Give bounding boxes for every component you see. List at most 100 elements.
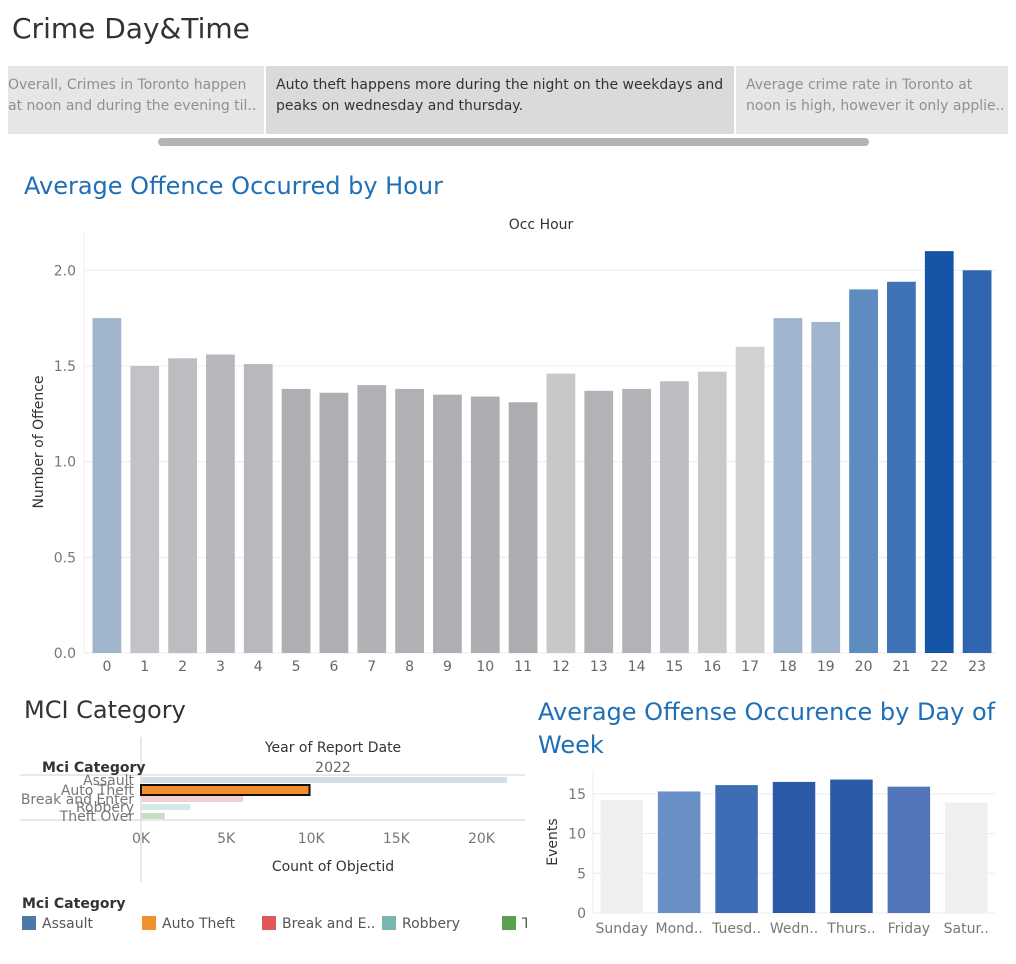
hour-bar-5 [281, 388, 311, 653]
dow-bar-thurs [830, 779, 873, 913]
mci-bar-auto-theft [140, 784, 311, 796]
mci-category-label: Assault [83, 773, 135, 789]
dow-chart-title-line-2: Week [538, 731, 604, 759]
story-point-2-line-2: peaks on wednesday and thursday. [276, 98, 524, 114]
hour-x-tick-label: 16 [703, 659, 721, 675]
story-point-2-line-1: Auto theft happens more during the night… [276, 77, 724, 93]
dow-x-tick-label: Tuesd.. [711, 921, 761, 937]
hour-bar-2 [168, 358, 197, 653]
dow-bar-tuesd [715, 785, 758, 913]
dow-bar-mond [657, 791, 701, 913]
hour-x-tick-label: 5 [292, 659, 301, 675]
dow-x-tick-label: Sunday [596, 921, 648, 937]
story-point-1-line-1: Overall, Crimes in Toronto happen [8, 77, 247, 93]
mci-column-value: 2022 [315, 760, 351, 776]
mci-legend: Mci Category Assault Auto Theft Break an… [22, 896, 527, 936]
hour-chart-y-axis-title: Number of Offence [31, 375, 47, 508]
dow-x-tick-label: Mond.. [655, 921, 702, 937]
hour-bar-4 [243, 364, 273, 653]
hour-x-tick-label: 4 [254, 659, 263, 675]
hour-bar-22 [924, 251, 954, 654]
mci-bar-robbery [141, 804, 191, 810]
legend-label-assault: Assault [42, 916, 93, 932]
story-point-2[interactable]: Auto theft happens more during the night… [266, 66, 734, 134]
hour-chart-title: Average Offence Occurred by Hour [24, 172, 443, 200]
dow-x-tick-label: Wedn.. [770, 921, 818, 937]
hour-chart-y-tick-label: 1.5 [54, 359, 76, 375]
mci-category-label: Theft Over [59, 809, 135, 825]
legend-title: Mci Category [22, 896, 126, 912]
hour-bar-0 [92, 318, 122, 653]
hour-x-tick-label: 14 [628, 659, 646, 675]
dow-x-tick-label: Satur.. [944, 921, 989, 937]
story-point-1-line-2: at noon and during the evening til.. [8, 98, 257, 114]
hour-bar-3 [206, 354, 235, 653]
hour-x-tick-label: 23 [968, 659, 986, 675]
hour-bar-16 [697, 371, 727, 653]
mci-category-label: Break and Enter [21, 792, 134, 808]
hour-x-tick-label: 9 [443, 659, 452, 675]
dow-y-tick-label: 5 [577, 866, 586, 882]
legend-item-robbery[interactable]: Robbery [382, 916, 460, 932]
hour-x-tick-label: 20 [855, 659, 873, 675]
mci-bar-assault [141, 777, 507, 783]
legend-label-theft-over: T [522, 916, 527, 932]
dow-chart-title-line-1: Average Offense Occurence by Day of [538, 698, 996, 726]
dow-y-tick-label: 15 [568, 787, 586, 803]
story-point-1[interactable]: Overall, Crimes in Toronto happen at noo… [8, 66, 264, 134]
mci-bar-break-and-enter [141, 796, 244, 802]
hour-bar-17 [735, 346, 765, 653]
hour-x-tick-label: 19 [817, 659, 835, 675]
hour-x-tick-label: 1 [140, 659, 149, 675]
legend-item-assault[interactable]: Assault [22, 916, 93, 932]
hour-chart-y-tick-label: 0.0 [54, 646, 76, 662]
hour-x-tick-label: 22 [930, 659, 948, 675]
legend-item-break-and-enter[interactable]: Break and E.. [262, 916, 375, 932]
dow-bar-wedn [772, 781, 816, 913]
hour-bar-14 [622, 388, 651, 653]
mci-category-label: Auto Theft [61, 783, 135, 799]
mci-x-tick-label: 5K [217, 831, 236, 847]
hour-x-tick-label: 10 [476, 659, 494, 675]
legend-swatch-auto-theft [142, 916, 156, 930]
mci-x-tick-label: 15K [383, 831, 411, 847]
dow-y-tick-label: 0 [577, 906, 586, 922]
legend-item-theft-over[interactable]: T [502, 916, 527, 932]
mci-row-header: Mci Category [42, 760, 145, 776]
hour-bar-19 [811, 321, 841, 653]
legend-label-auto-theft: Auto Theft [162, 916, 236, 932]
hour-bar-1 [130, 365, 160, 653]
story-point-3-line-1: Average crime rate in Toronto at [746, 77, 973, 93]
hour-bar-20 [849, 289, 878, 653]
dow-y-tick-label: 10 [568, 827, 586, 843]
mci-column-header: Year of Report Date [264, 740, 401, 756]
hour-bar-15 [660, 381, 689, 653]
legend-label-robbery: Robbery [402, 916, 461, 932]
legend-swatch-assault [22, 916, 36, 930]
hour-bar-23 [962, 270, 992, 653]
legend-item-auto-theft[interactable]: Auto Theft [142, 916, 235, 932]
hour-bar-13 [584, 390, 614, 653]
hour-x-tick-label: 18 [779, 659, 797, 675]
mci-x-axis-title: Count of Objectid [272, 859, 394, 875]
mci-category-label: Robbery [76, 800, 134, 816]
hour-bar-6 [319, 392, 349, 653]
hour-bar-8 [395, 388, 424, 653]
dow-bar-friday [887, 786, 931, 913]
story-scrollbar[interactable] [158, 138, 869, 146]
hour-bar-21 [887, 281, 916, 653]
dow-bar-satur [945, 802, 988, 913]
hour-x-tick-label: 8 [405, 659, 414, 675]
hour-x-tick-label: 21 [893, 659, 911, 675]
hour-bar-10 [470, 396, 500, 653]
hour-x-tick-label: 12 [552, 659, 570, 675]
mci-x-tick-label: 0K [132, 831, 151, 847]
dow-bar-sunday [600, 800, 643, 913]
story-point-3[interactable]: Average crime rate in Toronto at noon is… [736, 66, 1008, 134]
story-point-3-line-2: noon is high, however it only applie.. [746, 98, 1005, 114]
story-navigator: Overall, Crimes in Toronto happen at noo… [8, 66, 1008, 134]
hour-bar-18 [773, 318, 803, 653]
dow-y-axis-title: Events [545, 818, 561, 865]
legend-label-break-and-enter: Break and E.. [282, 916, 376, 932]
